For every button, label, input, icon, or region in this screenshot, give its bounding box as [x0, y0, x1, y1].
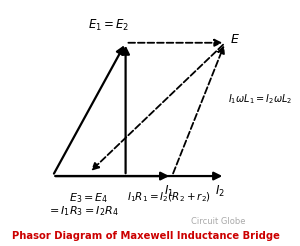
Text: $I_1$: $I_1$ — [164, 184, 174, 199]
Text: Circuit Globe: Circuit Globe — [190, 217, 245, 226]
Text: $E_3 = E_4$: $E_3 = E_4$ — [69, 191, 109, 204]
Text: $E_1 = E_2$: $E_1 = E_2$ — [88, 18, 130, 33]
Text: Phasor Diagram of Maxewell Inductance Bridge: Phasor Diagram of Maxewell Inductance Br… — [12, 231, 279, 241]
Text: $= I_1R_3 = I_2R_4$: $= I_1R_3 = I_2R_4$ — [46, 204, 118, 218]
Text: $E$: $E$ — [230, 33, 240, 46]
Text: $I_2$: $I_2$ — [215, 184, 225, 199]
Text: $I_1\omega L_1 = I_2\omega L_2$: $I_1\omega L_1 = I_2\omega L_2$ — [228, 92, 293, 106]
Text: $I_1R_1 = I_2(R_2 + r_2)$: $I_1R_1 = I_2(R_2 + r_2)$ — [127, 191, 211, 204]
